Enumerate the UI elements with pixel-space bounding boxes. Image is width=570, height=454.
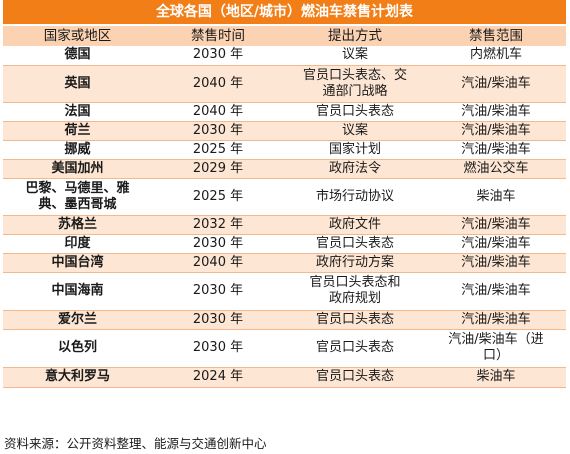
- table-row: 荷兰 2030 年议案 汽油/柴油车: [3, 121, 566, 141]
- table-cell-region: 巴黎、马德里、雅 典、墨西哥城: [3, 178, 152, 216]
- table-cell-time: 2024 年: [152, 367, 284, 388]
- table-cell-method: 政府文件: [284, 215, 426, 235]
- table-cell-scope: 汽油/柴油车: [426, 253, 566, 273]
- table-row: 中国海南 2030 年官员口头表态和 政府规划 汽油/柴油车: [3, 272, 566, 311]
- table-title: 全球各国（地区/城市）燃油车禁售计划表: [3, 0, 566, 26]
- table-cell-method: 国家计划: [284, 140, 426, 160]
- table-cell-time: 2040 年: [152, 65, 284, 103]
- table-cell-scope: 柴油车: [426, 178, 566, 216]
- table-cell-scope: 汽油/柴油车: [426, 65, 566, 103]
- table-cell-region: 苏格兰: [3, 215, 152, 235]
- table-cell-region: 法国: [3, 102, 152, 122]
- table-cell-time: 2025 年: [152, 140, 284, 160]
- table-cell-method: 官员口头表态和 政府规划: [284, 272, 426, 311]
- table-cell-scope: 汽油/柴油车: [426, 272, 566, 311]
- table-cell-time: 2040 年: [152, 253, 284, 273]
- table-cell-method: 政府行动方案: [284, 253, 426, 273]
- table-cell-time: 2025 年: [152, 178, 284, 216]
- table-cell-method: 官员口头表态: [284, 367, 426, 388]
- ban-plan-table: 全球各国（地区/城市）燃油车禁售计划表 国家或地区 禁售时间 提出方式 禁售范围…: [3, 0, 566, 388]
- table-row: 中国台湾 2040 年政府行动方案 汽油/柴油车: [3, 253, 566, 273]
- table-cell-method: 政府法令: [284, 159, 426, 179]
- table-row: 挪威 2025 年国家计划 汽油/柴油车: [3, 140, 566, 160]
- table-cell-time: 2030 年: [152, 272, 284, 311]
- table-row: 英国 2040 年官员口头表态、交 通部门战略 汽油/柴油车: [3, 65, 566, 103]
- table-cell-time: 2032 年: [152, 215, 284, 235]
- table-cell-scope: 汽油/柴油车: [426, 140, 566, 160]
- table-cell-method: 议案: [284, 46, 426, 66]
- header-proposal-method: 提出方式: [284, 25, 426, 46]
- table-row: 巴黎、马德里、雅 典、墨西哥城 2025 年市场行动协议 柴油车: [3, 178, 566, 216]
- table-cell-time: 2030 年: [152, 234, 284, 254]
- table-cell-time: 2030 年: [152, 121, 284, 141]
- table-cell-time: 2040 年: [152, 102, 284, 122]
- table-cell-time: 2029 年: [152, 159, 284, 179]
- header-ban-time: 禁售时间: [152, 25, 284, 46]
- header-ban-scope: 禁售范围: [426, 25, 566, 46]
- table-body: 德国 2030 年议案 内燃机车 英国 2040 年官员口头表态、交 通部门战略 汽油/柴油…: [3, 46, 566, 388]
- table-cell-scope: 汽油/柴油车: [426, 234, 566, 254]
- table-cell-method: 议案: [284, 121, 426, 141]
- table-row: 印度 2030 年官员口头表态 汽油/柴油车: [3, 234, 566, 254]
- table-row: 德国 2030 年议案 内燃机车: [3, 46, 566, 66]
- table-cell-method: 官员口头表态: [284, 102, 426, 122]
- table-cell-scope: 汽油/柴油车: [426, 121, 566, 141]
- table-cell-scope: 汽油/柴油车（进 口）: [426, 329, 566, 368]
- table-cell-scope: 柴油车: [426, 367, 566, 388]
- table-cell-region: 中国台湾: [3, 253, 152, 273]
- table-cell-method: 官员口头表态: [284, 329, 426, 368]
- table-row: 法国 2040 年官员口头表态 汽油/柴油车: [3, 102, 566, 122]
- table-row: 美国加州 2029 年政府法令 燃油公交车: [3, 159, 566, 179]
- table-cell-time: 2030 年: [152, 329, 284, 368]
- table-cell-method: 市场行动协议: [284, 178, 426, 216]
- table-cell-region: 以色列: [3, 329, 152, 368]
- table-row: 爱尔兰 2030 年官员口头表态 汽油/柴油车: [3, 310, 566, 330]
- table-row: 以色列 2030 年官员口头表态 汽油/柴油车（进 口）: [3, 329, 566, 368]
- table-row: 苏格兰 2032 年政府文件 汽油/柴油车: [3, 215, 566, 235]
- source-note: 资料来源：公开资料整理、能源与交通创新中心: [4, 436, 267, 451]
- table-cell-method: 官员口头表态: [284, 234, 426, 254]
- table-cell-scope: 燃油公交车: [426, 159, 566, 179]
- table-cell-time: 2030 年: [152, 46, 284, 66]
- table-cell-region: 荷兰: [3, 121, 152, 141]
- table-cell-method: 官员口头表态、交 通部门战略: [284, 65, 426, 103]
- table-cell-scope: 汽油/柴油车: [426, 102, 566, 122]
- table-cell-region: 印度: [3, 234, 152, 254]
- table-cell-scope: 汽油/柴油车: [426, 215, 566, 235]
- table-cell-method: 官员口头表态: [284, 310, 426, 330]
- table-row: 意大利罗马 2024 年官员口头表态 柴油车: [3, 367, 566, 388]
- table-cell-scope: 内燃机车: [426, 46, 566, 66]
- table-cell-region: 中国海南: [3, 272, 152, 311]
- table-cell-region: 德国: [3, 46, 152, 66]
- table-cell-time: 2030 年: [152, 310, 284, 330]
- table-cell-region: 爱尔兰: [3, 310, 152, 330]
- table-cell-region: 英国: [3, 65, 152, 103]
- table-cell-scope: 汽油/柴油车: [426, 310, 566, 330]
- table-cell-region: 意大利罗马: [3, 367, 152, 388]
- header-region: 国家或地区: [3, 25, 152, 46]
- table-cell-region: 挪威: [3, 140, 152, 160]
- table-cell-region: 美国加州: [3, 159, 152, 179]
